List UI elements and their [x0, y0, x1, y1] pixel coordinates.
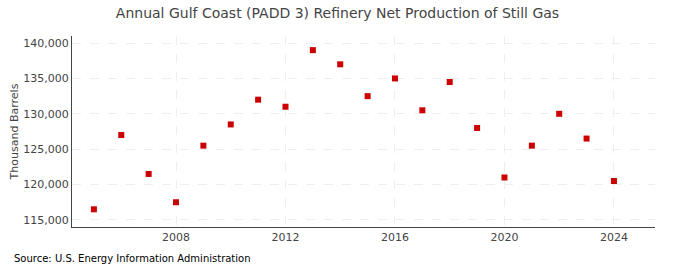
svg-text:2016: 2016: [381, 231, 409, 244]
svg-text:115,000: 115,000: [23, 214, 69, 227]
svg-text:Thousand Barrels: Thousand Barrels: [8, 83, 21, 180]
svg-text:120,000: 120,000: [23, 178, 69, 191]
svg-text:2020: 2020: [490, 231, 518, 244]
svg-text:135,000: 135,000: [23, 72, 69, 85]
svg-text:125,000: 125,000: [23, 143, 69, 156]
svg-text:Annual Gulf Coast (PADD 3) Ref: Annual Gulf Coast (PADD 3) Refinery Net …: [116, 5, 559, 21]
svg-text:2012: 2012: [271, 231, 299, 244]
svg-text:140,000: 140,000: [23, 37, 69, 50]
svg-text:Source: U.S. Energy Informatio: Source: U.S. Energy Information Administ…: [14, 253, 251, 264]
svg-text:130,000: 130,000: [23, 108, 69, 121]
svg-text:2008: 2008: [162, 231, 190, 244]
svg-text:2024: 2024: [600, 231, 628, 244]
